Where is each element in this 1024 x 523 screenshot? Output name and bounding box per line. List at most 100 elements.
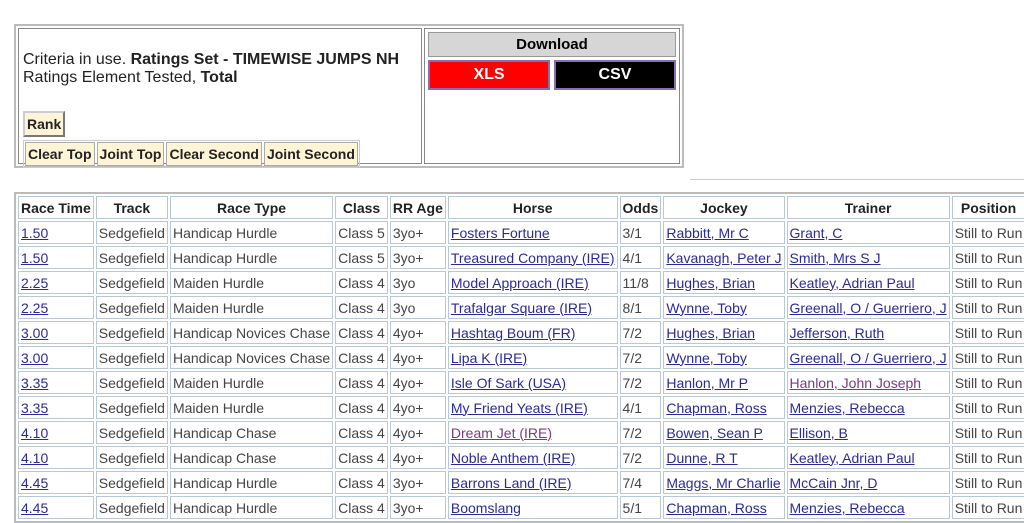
race-time-link[interactable]: 3.00 — [21, 349, 49, 366]
csv-download-button[interactable]: CSV — [554, 60, 676, 90]
horse-link[interactable]: Trafalgar Square (IRE) — [450, 299, 592, 316]
race-time-link[interactable]: 1.50 — [21, 224, 49, 241]
cell-jockey: Wynne, Toby — [663, 296, 785, 319]
trainer-link[interactable]: Greenall, O / Guerriero, J — [789, 349, 947, 366]
cell-odds: 7/2 — [619, 446, 662, 469]
joint-top-button[interactable]: Joint Top — [96, 142, 165, 166]
cell-position: Still to Run — [951, 396, 1024, 419]
jockey-link[interactable]: Hanlon, Mr P — [666, 374, 749, 391]
table-row: 4.45 Sedgefield Handicap Hurdle Class 4 3yo+… — [18, 496, 1024, 519]
header-track: Track — [95, 196, 168, 219]
rank-button[interactable]: Rank — [23, 111, 66, 137]
jockey-link[interactable]: Chapman, Ross — [666, 499, 767, 516]
cell-trainer: Menzies, Rebecca — [786, 396, 950, 419]
horse-link[interactable]: Lipa K (IRE) — [450, 349, 528, 366]
clear-second-button[interactable]: Clear Second — [166, 142, 262, 166]
trainer-link[interactable]: Menzies, Rebecca — [789, 399, 905, 416]
horse-link[interactable]: Fosters Fortune — [450, 224, 550, 241]
cell-class: Class 4 — [335, 371, 388, 394]
table-row: 3.35 Sedgefield Maiden Hurdle Class 4 4yo+ My… — [18, 396, 1024, 419]
cell-class: Class 4 — [335, 396, 388, 419]
jockey-link[interactable]: Hughes, Brian — [666, 324, 756, 341]
jockey-link[interactable]: Hughes, Brian — [666, 274, 756, 291]
ratings-set: Ratings Set - TIMEWISE JUMPS NH — [130, 51, 400, 68]
cell-rr-age: 4yo+ — [389, 321, 446, 344]
trainer-link[interactable]: Jefferson, Ruth — [789, 324, 885, 341]
jockey-link[interactable]: Maggs, Mr Charlie — [666, 474, 781, 491]
cell-class: Class 5 — [335, 221, 388, 244]
cell-rr-age: 3yo+ — [389, 496, 446, 519]
cell-horse: Lipa K (IRE) — [447, 346, 618, 369]
race-time-link[interactable]: 4.45 — [21, 474, 49, 491]
header-jockey: Jockey — [663, 196, 785, 219]
cell-trainer: Jefferson, Ruth — [786, 321, 950, 344]
trainer-link[interactable]: Ellison, B — [789, 424, 848, 441]
cell-trainer: Smith, Mrs S J — [786, 246, 950, 269]
header-horse: Horse — [447, 196, 618, 219]
cell-track: Sedgefield — [95, 321, 168, 344]
clear-top-button[interactable]: Clear Top — [25, 142, 95, 166]
joint-second-button[interactable]: Joint Second — [263, 142, 358, 166]
race-time-link[interactable]: 4.45 — [21, 499, 49, 516]
horse-link[interactable]: Hashtag Boum (FR) — [450, 324, 576, 341]
trainer-link[interactable]: McCain Jnr, D — [789, 474, 878, 491]
horse-link[interactable]: Model Approach (IRE) — [450, 274, 589, 291]
cell-jockey: Hughes, Brian — [663, 321, 785, 344]
jockey-link[interactable]: Kavanagh, Peter J — [666, 249, 782, 266]
cell-jockey: Chapman, Ross — [663, 496, 785, 519]
horse-link[interactable]: Isle Of Sark (USA) — [450, 374, 567, 391]
trainer-link[interactable]: Greenall, O / Guerriero, J — [789, 299, 947, 316]
jockey-link[interactable]: Rabbitt, Mr C — [666, 224, 749, 241]
cell-position: Still to Run — [951, 296, 1024, 319]
cell-rr-age: 3yo — [389, 271, 446, 294]
race-time-link[interactable]: 4.10 — [21, 449, 49, 466]
cell-position: Still to Run — [951, 446, 1024, 469]
cell-trainer: Greenall, O / Guerriero, J — [786, 296, 950, 319]
cell-odds: 5/1 — [619, 496, 662, 519]
cell-race-type: Maiden Hurdle — [169, 396, 334, 419]
jockey-link[interactable]: Wynne, Toby — [666, 349, 747, 366]
jockey-link[interactable]: Wynne, Toby — [666, 299, 747, 316]
trainer-link[interactable]: Grant, C — [789, 224, 843, 241]
cell-rr-age: 4yo+ — [389, 371, 446, 394]
xls-download-button[interactable]: XLS — [428, 60, 550, 90]
race-time-link[interactable]: 3.00 — [21, 324, 49, 341]
trainer-link[interactable]: Menzies, Rebecca — [789, 499, 905, 516]
trainer-link[interactable]: Smith, Mrs S J — [789, 249, 881, 266]
horse-link[interactable]: Boomslang — [450, 499, 521, 516]
race-time-link[interactable]: 2.25 — [21, 274, 49, 291]
horse-link[interactable]: Dream Jet (IRE) — [450, 424, 553, 441]
header-class: Class — [335, 196, 388, 219]
cell-rr-age: 4yo+ — [389, 446, 446, 469]
jockey-link[interactable]: Dunne, R T — [666, 449, 738, 466]
race-time-link[interactable]: 3.35 — [21, 399, 49, 416]
horse-link[interactable]: Treasured Company (IRE) — [450, 249, 615, 266]
divider — [690, 179, 1024, 180]
race-time-link[interactable]: 3.35 — [21, 374, 49, 391]
cell-odds: 7/2 — [619, 346, 662, 369]
cell-race-time: 4.10 — [18, 446, 94, 469]
table-row: 3.35 Sedgefield Maiden Hurdle Class 4 4yo+ Is… — [18, 371, 1024, 394]
criteria-box: Criteria in use. Ratings Set - TIMEWISE … — [18, 28, 422, 168]
table-row: 2.25 Sedgefield Maiden Hurdle Class 4 3yo Mod… — [18, 271, 1024, 294]
trainer-link[interactable]: Hanlon, John Joseph — [789, 374, 922, 391]
cell-track: Sedgefield — [95, 296, 168, 319]
cell-rr-age: 4yo+ — [389, 346, 446, 369]
trainer-link[interactable]: Keatley, Adrian Paul — [789, 274, 915, 291]
download-box: Download XLS CSV — [424, 28, 680, 164]
cell-trainer: Keatley, Adrian Paul — [786, 446, 950, 469]
cell-jockey: Hughes, Brian — [663, 271, 785, 294]
horse-link[interactable]: Barrons Land (IRE) — [450, 474, 572, 491]
horse-link[interactable]: Noble Anthem (IRE) — [450, 449, 576, 466]
race-time-link[interactable]: 1.50 — [21, 249, 49, 266]
cell-odds: 7/2 — [619, 421, 662, 444]
horse-link[interactable]: My Friend Yeats (IRE) — [450, 399, 588, 416]
table-row: 1.50 Sedgefield Handicap Hurdle Class 5 3yo+… — [18, 221, 1024, 244]
race-time-link[interactable]: 2.25 — [21, 299, 49, 316]
race-time-link[interactable]: 4.10 — [21, 424, 49, 441]
element-prefix: Ratings Element Tested, — [23, 69, 201, 86]
trainer-link[interactable]: Keatley, Adrian Paul — [789, 449, 915, 466]
cell-race-type: Handicap Hurdle — [169, 496, 334, 519]
jockey-link[interactable]: Chapman, Ross — [666, 399, 767, 416]
jockey-link[interactable]: Bowen, Sean P — [666, 424, 763, 441]
